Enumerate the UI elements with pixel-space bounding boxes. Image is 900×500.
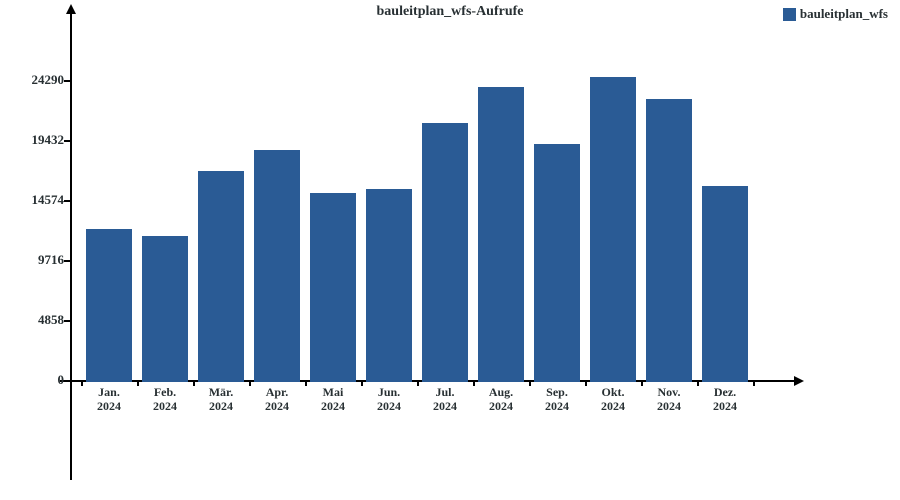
x-tick [417, 380, 419, 386]
bar [198, 171, 244, 382]
bar [534, 144, 580, 382]
x-label-month: Mai [323, 385, 344, 399]
x-label-year: 2024 [545, 399, 569, 413]
x-tick-label: Apr.2024 [253, 386, 301, 414]
chart-title: bauleitplan_wfs-Aufrufe [376, 4, 523, 20]
x-tick [81, 380, 83, 386]
x-tick-label: Aug.2024 [477, 386, 525, 414]
bar [646, 99, 692, 382]
x-label-year: 2024 [209, 399, 233, 413]
y-tick [64, 200, 70, 202]
x-tick-label: Dez.2024 [701, 386, 749, 414]
x-tick [529, 380, 531, 386]
x-tick-label: Feb.2024 [141, 386, 189, 414]
y-tick [64, 140, 70, 142]
bar [86, 229, 132, 382]
y-tick [64, 380, 70, 382]
x-tick-label: Mär.2024 [197, 386, 245, 414]
x-label-month: Jun. [378, 385, 400, 399]
x-axis-arrow-icon [794, 376, 804, 386]
y-tick [64, 80, 70, 82]
x-tick [753, 380, 755, 386]
x-tick [305, 380, 307, 386]
bar [366, 189, 412, 382]
x-tick-label: Jan.2024 [85, 386, 133, 414]
x-label-month: Apr. [266, 385, 289, 399]
x-label-month: Aug. [489, 385, 513, 399]
x-tick [641, 380, 643, 386]
x-tick [193, 380, 195, 386]
x-label-month: Jul. [435, 385, 454, 399]
y-axis [70, 10, 72, 480]
legend-swatch [783, 8, 796, 21]
bar [422, 123, 468, 382]
y-tick-label: 14574 [32, 192, 65, 208]
x-tick-label: Sep.2024 [533, 386, 581, 414]
bar [702, 186, 748, 382]
bar [478, 87, 524, 382]
x-label-month: Okt. [601, 385, 624, 399]
x-label-month: Sep. [546, 385, 568, 399]
y-tick-label: 4858 [38, 312, 64, 328]
x-tick-label: Nov.2024 [645, 386, 693, 414]
x-label-year: 2024 [489, 399, 513, 413]
x-label-year: 2024 [377, 399, 401, 413]
x-tick [697, 380, 699, 386]
x-tick [137, 380, 139, 386]
x-tick [473, 380, 475, 386]
x-label-year: 2024 [713, 399, 737, 413]
y-tick-label: 9716 [38, 252, 64, 268]
x-tick [585, 380, 587, 386]
plot-area: 048589716145741943224290 Jan.2024Feb.202… [70, 20, 790, 420]
y-tick [64, 320, 70, 322]
chart-container: bauleitplan_wfs-Aufrufe bauleitplan_wfs … [0, 0, 900, 500]
y-axis-arrow-icon [66, 4, 76, 14]
x-tick-label: Jul.2024 [421, 386, 469, 414]
y-tick-label: 24290 [32, 72, 65, 88]
y-tick-label: 19432 [32, 132, 65, 148]
x-label-month: Nov. [657, 385, 680, 399]
x-tick [361, 380, 363, 386]
x-label-year: 2024 [97, 399, 121, 413]
x-label-year: 2024 [601, 399, 625, 413]
x-label-month: Jan. [98, 385, 120, 399]
x-label-month: Feb. [154, 385, 176, 399]
x-tick-label: Jun.2024 [365, 386, 413, 414]
bar [590, 77, 636, 382]
bar [142, 236, 188, 382]
bar [254, 150, 300, 382]
y-tick-label: 0 [58, 372, 65, 388]
x-label-month: Dez. [714, 385, 736, 399]
y-tick [64, 260, 70, 262]
legend: bauleitplan_wfs [783, 6, 888, 22]
legend-label: bauleitplan_wfs [800, 6, 888, 22]
x-label-year: 2024 [657, 399, 681, 413]
x-label-year: 2024 [153, 399, 177, 413]
x-label-month: Mär. [209, 385, 234, 399]
x-label-year: 2024 [433, 399, 457, 413]
x-label-year: 2024 [265, 399, 289, 413]
x-tick-label: Mai2024 [309, 386, 357, 414]
x-tick [249, 380, 251, 386]
x-tick-label: Okt.2024 [589, 386, 637, 414]
bar [310, 193, 356, 382]
x-label-year: 2024 [321, 399, 345, 413]
